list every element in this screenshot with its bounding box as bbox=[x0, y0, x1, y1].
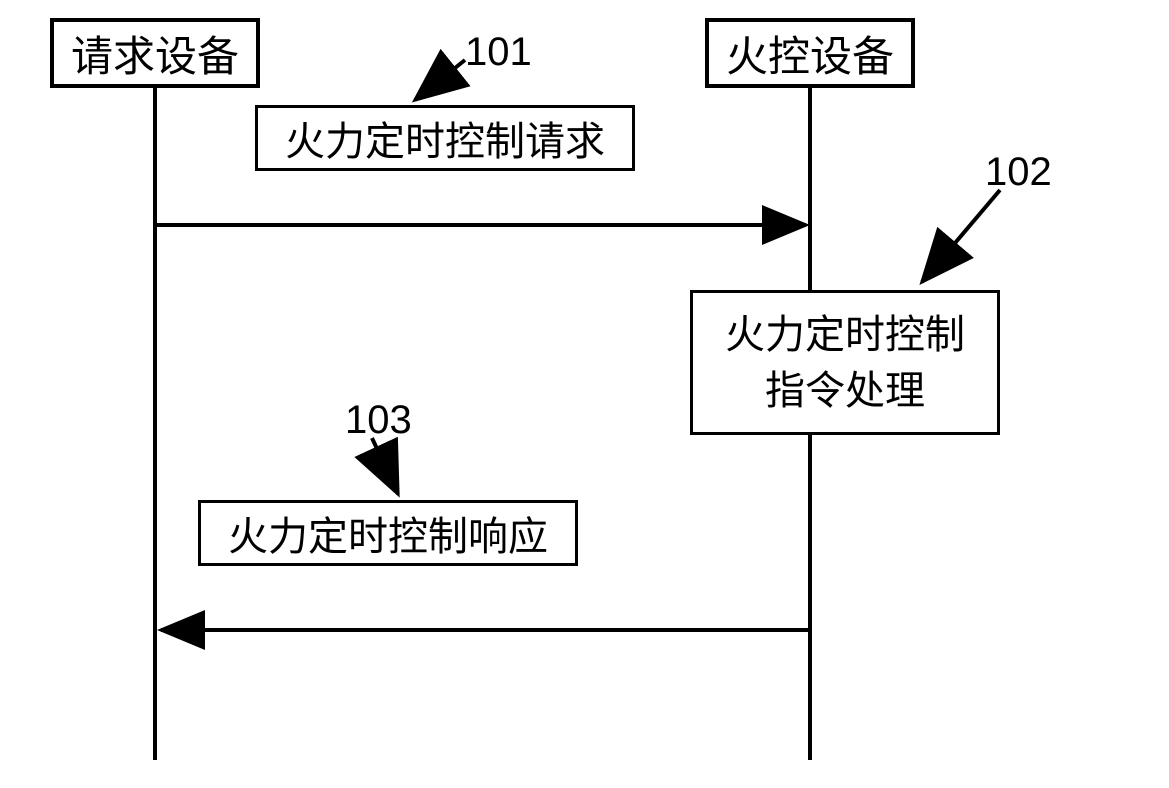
pointer-arrow-103 bbox=[372, 438, 398, 494]
actor-label: 请求设备 bbox=[71, 23, 239, 84]
message-box-103: 火力定时控制响应 bbox=[198, 500, 578, 566]
actor-fire-control-device: 火控设备 bbox=[705, 18, 915, 88]
lifeline-request-device bbox=[153, 88, 157, 760]
ref-label-102: 102 bbox=[985, 150, 1052, 195]
actor-request-device: 请求设备 bbox=[50, 18, 260, 88]
pointer-arrow-101 bbox=[415, 60, 465, 100]
message-label: 火力定时控制响应 bbox=[228, 504, 548, 562]
sequence-diagram: 请求设备 火控设备 火力定时控制请求 火力定时控制响应 火力定时控制 指令处理 … bbox=[0, 0, 1169, 788]
ref-label-103: 103 bbox=[345, 398, 412, 443]
message-box-101: 火力定时控制请求 bbox=[255, 105, 635, 171]
ref-label-101: 101 bbox=[465, 30, 532, 75]
actor-label: 火控设备 bbox=[726, 23, 894, 84]
process-box-102: 火力定时控制 指令处理 bbox=[690, 290, 1000, 435]
process-label: 火力定时控制 指令处理 bbox=[725, 307, 965, 419]
pointer-arrow-102 bbox=[922, 190, 1000, 282]
message-label: 火力定时控制请求 bbox=[285, 109, 605, 167]
